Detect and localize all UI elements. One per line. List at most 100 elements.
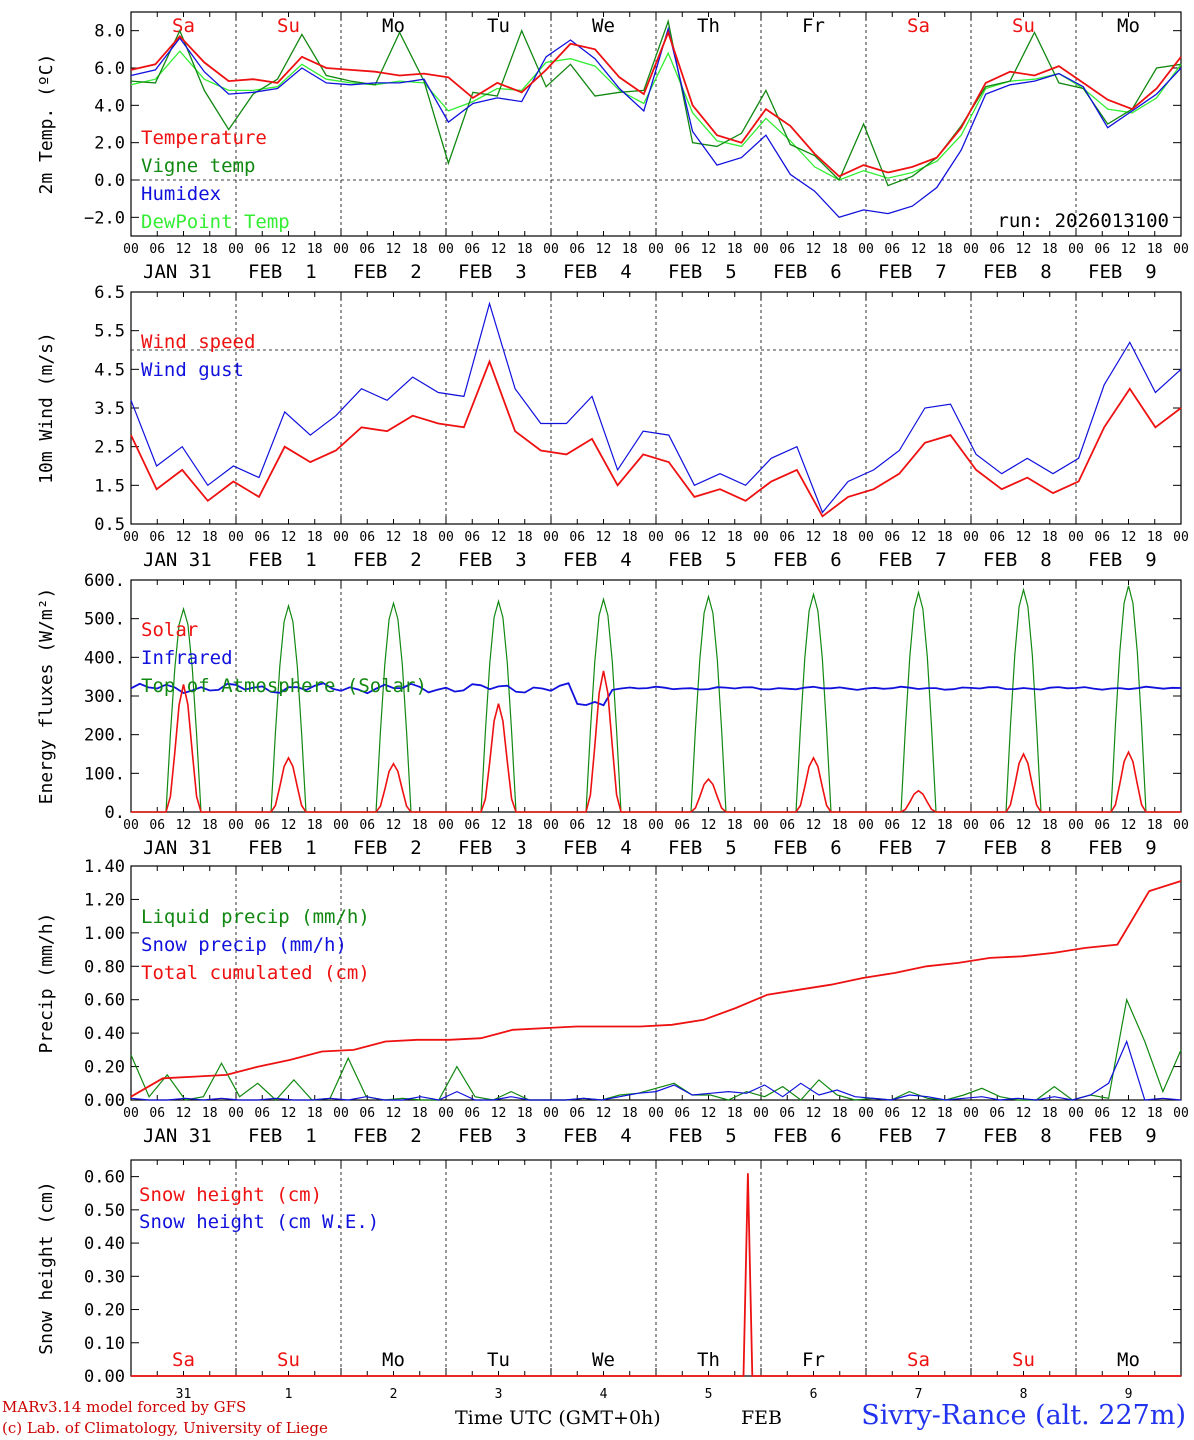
hour-label: 12 (701, 1106, 717, 1121)
date-label: FEB 6 (773, 837, 842, 859)
date-label: FEB 7 (878, 1125, 947, 1147)
hour-label: 06 (569, 1106, 585, 1121)
hour-label: 06 (254, 530, 270, 545)
hour-label: 06 (779, 818, 795, 833)
hour-label: 12 (806, 818, 822, 833)
series-humidex (130, 26, 1182, 219)
day-number-label: 5 (705, 1387, 713, 1402)
hour-label: 12 (701, 818, 717, 833)
date-label: FEB 5 (668, 549, 737, 571)
hour-label: 18 (727, 242, 743, 257)
hour-label: 00 (228, 530, 244, 545)
hour-label: 00 (543, 242, 559, 257)
hour-label: 00 (648, 1106, 664, 1121)
legend-infrared: Infrared (141, 647, 233, 669)
hour-label: 18 (307, 818, 323, 833)
weekday-label: Su (1012, 15, 1035, 37)
weekday-label: We (592, 1349, 615, 1371)
legend-top-of-atmosphere-solar-: Top of Atmosphere (Solar) (141, 675, 427, 697)
hour-label: 00 (963, 530, 979, 545)
hour-label: 06 (884, 818, 900, 833)
y-tick-label: 500. (84, 610, 125, 630)
weekday-label: Tu (487, 1349, 510, 1371)
date-label: FEB 5 (668, 1125, 737, 1147)
hour-label: 12 (1121, 530, 1137, 545)
hour-label: 06 (989, 242, 1005, 257)
hour-label: 06 (569, 530, 585, 545)
hour-label: 06 (254, 818, 270, 833)
hour-label: 00 (858, 818, 874, 833)
hour-label: 00 (1068, 1106, 1084, 1121)
hour-label: 18 (1147, 1106, 1163, 1121)
y-tick-label: 6.5 (94, 283, 125, 303)
hour-label: 06 (674, 530, 690, 545)
date-label: FEB 3 (458, 261, 527, 283)
y-tick-label: −2.0 (84, 208, 125, 228)
hour-label: 12 (281, 242, 297, 257)
hour-label: 06 (884, 242, 900, 257)
hour-label: 06 (569, 818, 585, 833)
date-label: FEB 3 (458, 549, 527, 571)
y-axis-label: 10m Wind (m/s) (36, 332, 57, 484)
hour-label: 00 (438, 242, 454, 257)
hour-label: 12 (386, 818, 402, 833)
date-label: FEB 5 (668, 837, 737, 859)
hour-label: 12 (1121, 242, 1137, 257)
hour-label: 12 (911, 530, 927, 545)
hour-label: 06 (359, 1106, 375, 1121)
panel-snow: 0.00 0.10 0.20 0.30 0.40 0.50 0.60 Snow height … (36, 1159, 1182, 1402)
date-label: FEB 2 (353, 261, 422, 283)
hour-label: 06 (989, 1106, 1005, 1121)
panel-temp: −2.0 0.0 2.0 4.0 6.0 8.0 2m Temp. (ºC) 00 06 12 18… (36, 11, 1189, 283)
y-axis-label: 2m Temp. (ºC) (36, 54, 57, 195)
hour-label: 00 (963, 242, 979, 257)
hour-label: 12 (1016, 242, 1032, 257)
series-temperature (130, 29, 1182, 178)
y-axis-label: Precip (mm/h) (36, 913, 57, 1054)
model-credit: MARv3.14 model forced by GFS (2, 1398, 247, 1416)
weekday-label: Sa (172, 15, 195, 37)
y-tick-label: 8.0 (94, 22, 125, 42)
hour-label: 18 (622, 818, 638, 833)
hour-label: 18 (202, 818, 218, 833)
hour-label: 00 (438, 818, 454, 833)
y-tick-label: 6.0 (94, 59, 125, 79)
y-tick-label: 0.60 (84, 991, 125, 1011)
hour-label: 12 (176, 1106, 192, 1121)
hour-label: 00 (123, 818, 139, 833)
hour-label: 00 (123, 242, 139, 257)
hour-label: 18 (832, 1106, 848, 1121)
hour-label: 00 (753, 242, 769, 257)
y-tick-label: 2.0 (94, 134, 125, 154)
y-tick-label: 400. (84, 648, 125, 668)
hour-label: 06 (464, 530, 480, 545)
hour-label: 12 (911, 1106, 927, 1121)
hour-label: 18 (1042, 530, 1058, 545)
hour-label: 00 (333, 1106, 349, 1121)
hour-label: 12 (386, 1106, 402, 1121)
date-label: FEB 7 (878, 261, 947, 283)
hour-label: 06 (674, 242, 690, 257)
date-label: FEB 4 (563, 549, 632, 571)
hour-label: 00 (228, 242, 244, 257)
weekday-label: Mo (382, 1349, 405, 1371)
series-total-cumulated (130, 880, 1182, 1098)
hour-label: 06 (464, 1106, 480, 1121)
series-wind-speed (130, 359, 1182, 518)
y-tick-label: 0.50 (84, 1201, 125, 1221)
y-tick-label: 0.00 (84, 1091, 125, 1111)
hour-label: 18 (202, 242, 218, 257)
hour-label: 00 (333, 818, 349, 833)
hour-label: 12 (281, 530, 297, 545)
hour-label: 12 (281, 818, 297, 833)
hour-label: 18 (517, 818, 533, 833)
legend-wind-speed: Wind speed (141, 331, 255, 353)
date-label: FEB 4 (563, 261, 632, 283)
hour-label: 12 (1121, 818, 1137, 833)
series-liquid-precip (130, 997, 1182, 1101)
hour-label: 00 (333, 530, 349, 545)
date-label: FEB 2 (353, 549, 422, 571)
hour-label: 00 (123, 1106, 139, 1121)
hour-label: 00 (1173, 1106, 1189, 1121)
